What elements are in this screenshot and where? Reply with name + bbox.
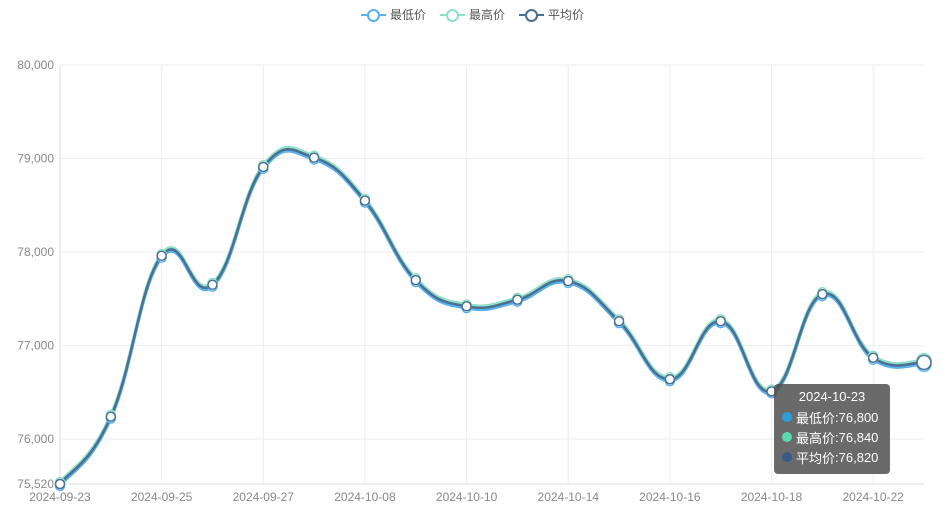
tooltip-value-max: 76,840 bbox=[838, 429, 879, 445]
legend-label-min: 最低价 bbox=[389, 8, 426, 22]
legend-swatch-min bbox=[360, 8, 386, 22]
y-tick-label: 75,520 bbox=[17, 477, 54, 491]
x-tick-label: 2024-10-14 bbox=[538, 490, 600, 504]
data-point bbox=[207, 279, 218, 291]
legend-item-avg[interactable]: 平均价 bbox=[519, 6, 584, 23]
tooltip-dot-max bbox=[782, 432, 792, 442]
data-point bbox=[613, 316, 625, 327]
tooltip-label-max: 最高价 bbox=[796, 430, 836, 446]
legend-label-max: 最高价 bbox=[468, 8, 505, 22]
data-point bbox=[54, 478, 66, 490]
data-point bbox=[156, 250, 167, 262]
data-point bbox=[867, 352, 879, 363]
y-tick-label: 77,000 bbox=[17, 339, 54, 353]
tooltip-label-avg: 平均价 bbox=[796, 450, 836, 466]
legend: 最低价 最高价 平均价 bbox=[0, 6, 945, 23]
y-tick-label: 80,000 bbox=[17, 58, 54, 72]
tooltip-dot-min bbox=[782, 412, 792, 422]
data-point bbox=[461, 301, 472, 312]
y-tick-label: 76,000 bbox=[17, 432, 54, 446]
legend-item-min[interactable]: 最低价 bbox=[360, 6, 426, 23]
tooltip-title: 2024-10-23 bbox=[798, 389, 866, 404]
data-point bbox=[105, 411, 117, 422]
x-tick-label: 2024-10-16 bbox=[639, 490, 701, 504]
data-point bbox=[410, 274, 422, 286]
data-point bbox=[715, 316, 726, 327]
legend-label-avg: 平均价 bbox=[548, 8, 585, 22]
data-point bbox=[562, 275, 574, 287]
data-point bbox=[817, 288, 828, 300]
x-tick-label: 2024-10-22 bbox=[842, 490, 904, 504]
data-point bbox=[916, 354, 932, 371]
tooltip-row-max: 最高价:76,840 bbox=[782, 427, 882, 447]
x-tick-label: 2024-09-25 bbox=[131, 490, 193, 504]
x-tick-label: 2024-09-23 bbox=[29, 490, 91, 504]
tooltip-row-avg: 平均价:76,820 bbox=[782, 447, 882, 467]
tooltip-dot-avg bbox=[782, 452, 792, 462]
x-tick-label: 2024-09-27 bbox=[233, 490, 295, 504]
tooltip-row-min: 最低价:76,800 bbox=[782, 407, 882, 427]
tooltip-value-avg: 76,820 bbox=[838, 449, 879, 465]
legend-swatch-avg bbox=[519, 8, 544, 22]
tooltip-label-min: 最低价 bbox=[796, 410, 836, 426]
x-tick-label: 2024-10-10 bbox=[436, 490, 498, 504]
y-tick-label: 78,000 bbox=[17, 245, 54, 259]
x-tick-label: 2024-10-18 bbox=[741, 490, 803, 504]
tooltip-value-min: 76,800 bbox=[838, 409, 879, 425]
legend-item-max[interactable]: 最高价 bbox=[439, 6, 505, 23]
legend-swatch-max bbox=[439, 8, 465, 22]
data-point bbox=[258, 161, 269, 173]
tooltip: 2024-10-23 最低价:76,800 最高价:76,840 平均价:76,… bbox=[774, 384, 890, 474]
data-point bbox=[664, 374, 676, 385]
y-tick-label: 79,000 bbox=[17, 152, 54, 166]
data-point bbox=[359, 195, 371, 206]
x-tick-label: 2024-10-08 bbox=[334, 490, 396, 504]
data-point bbox=[512, 294, 523, 306]
data-point bbox=[308, 152, 320, 163]
